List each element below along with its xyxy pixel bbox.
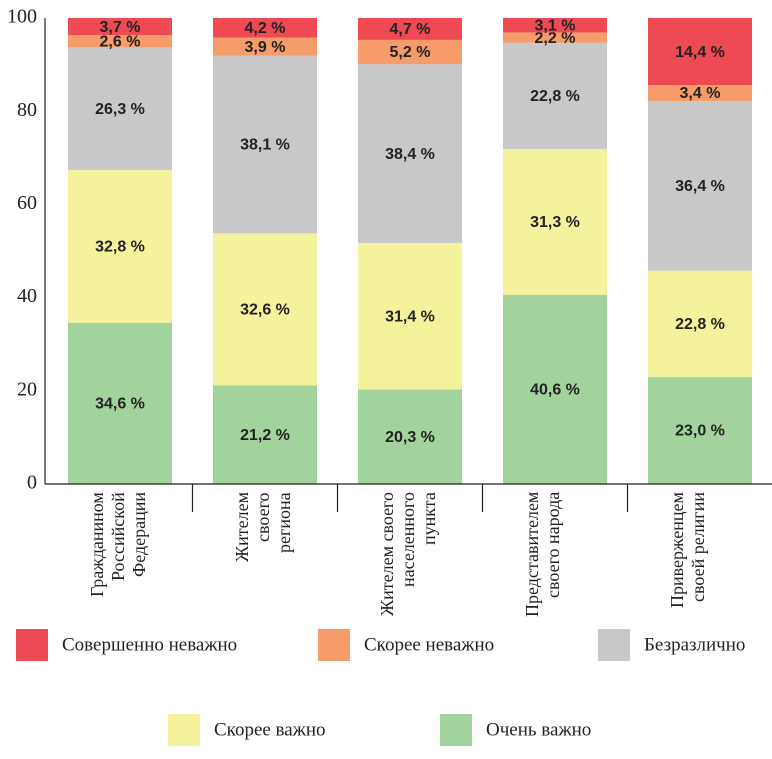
bar-segment	[358, 389, 462, 484]
x-tick-label: Гражданином Российской Федерации	[87, 492, 149, 597]
bar-segment	[503, 18, 607, 33]
bar-segment	[213, 37, 317, 56]
bar-segment	[213, 55, 317, 234]
legend-swatch	[318, 629, 350, 661]
bar-segment	[68, 47, 172, 170]
value-label: 3,1 %	[535, 17, 576, 34]
legend-label: Скорее важно	[214, 719, 326, 740]
legend-swatch	[16, 629, 48, 661]
value-label: 23,0 %	[675, 423, 725, 440]
value-label: 32,6 %	[240, 301, 290, 318]
legend-label: Совершенно неважно	[62, 634, 237, 655]
bar-segment	[213, 18, 317, 38]
value-label: 2,6 %	[100, 34, 141, 51]
value-label: 3,7 %	[100, 19, 141, 36]
value-label: 3,4 %	[680, 85, 721, 102]
y-tick-label: 20	[17, 378, 37, 400]
bar-segment	[503, 32, 607, 43]
value-label: 26,3 %	[95, 101, 145, 118]
legend-label: Безразлично	[644, 634, 745, 655]
y-tick-label: 100	[7, 6, 37, 28]
bar-segment	[358, 64, 462, 244]
value-label: 31,3 %	[530, 214, 580, 231]
bar-segment	[648, 85, 752, 101]
bar-segment	[358, 243, 462, 390]
bar-segment	[503, 42, 607, 149]
y-tick-label: 80	[17, 99, 37, 121]
value-label: 38,1 %	[240, 137, 290, 154]
y-tick-label: 60	[17, 192, 37, 214]
value-label: 31,4 %	[385, 308, 435, 325]
value-label: 40,6 %	[530, 382, 580, 399]
legend-swatch	[598, 629, 630, 661]
bar-segment	[213, 233, 317, 386]
value-label: 36,4 %	[675, 178, 725, 195]
value-label: 38,4 %	[385, 146, 435, 163]
bar-segment	[358, 18, 462, 40]
legend-swatch	[168, 714, 200, 746]
bar-segment	[68, 18, 172, 36]
bar-segment	[68, 169, 172, 323]
x-tick-label: Приверженцем своей религии	[667, 492, 708, 608]
bar-segment	[648, 100, 752, 271]
legend-label: Скорее неважно	[364, 634, 494, 655]
value-label: 3,9 %	[245, 39, 286, 56]
value-label: 32,8 %	[95, 239, 145, 256]
value-label: 14,4 %	[675, 44, 725, 61]
value-label: 2,2 %	[535, 30, 576, 47]
x-tick-label: Жителем своего региона	[232, 492, 294, 562]
bar-segment	[358, 39, 462, 65]
value-label: 22,8 %	[530, 88, 580, 105]
value-label: 4,2 %	[245, 20, 286, 37]
bar-segment	[648, 270, 752, 377]
y-tick-label: 0	[27, 472, 37, 494]
value-label: 5,2 %	[390, 44, 431, 61]
bar-segment	[68, 35, 172, 48]
bar-segment	[648, 18, 752, 86]
bar-segment	[503, 148, 607, 295]
legend-label: Очень важно	[486, 719, 591, 740]
bar-segment	[648, 376, 752, 484]
bar-segment	[68, 322, 172, 484]
value-label: 21,2 %	[240, 427, 290, 444]
bar-segment	[213, 385, 317, 484]
y-tick-label: 40	[17, 285, 37, 307]
value-label: 22,8 %	[675, 316, 725, 333]
value-label: 4,7 %	[390, 21, 431, 38]
bar-segment	[503, 294, 607, 484]
value-label: 20,3 %	[385, 429, 435, 446]
x-tick-label: Жителем своего населенного пункта	[377, 492, 439, 616]
value-label: 34,6 %	[95, 396, 145, 413]
legend-swatch	[440, 714, 472, 746]
x-tick-label: Представителем своего народа	[522, 492, 563, 618]
